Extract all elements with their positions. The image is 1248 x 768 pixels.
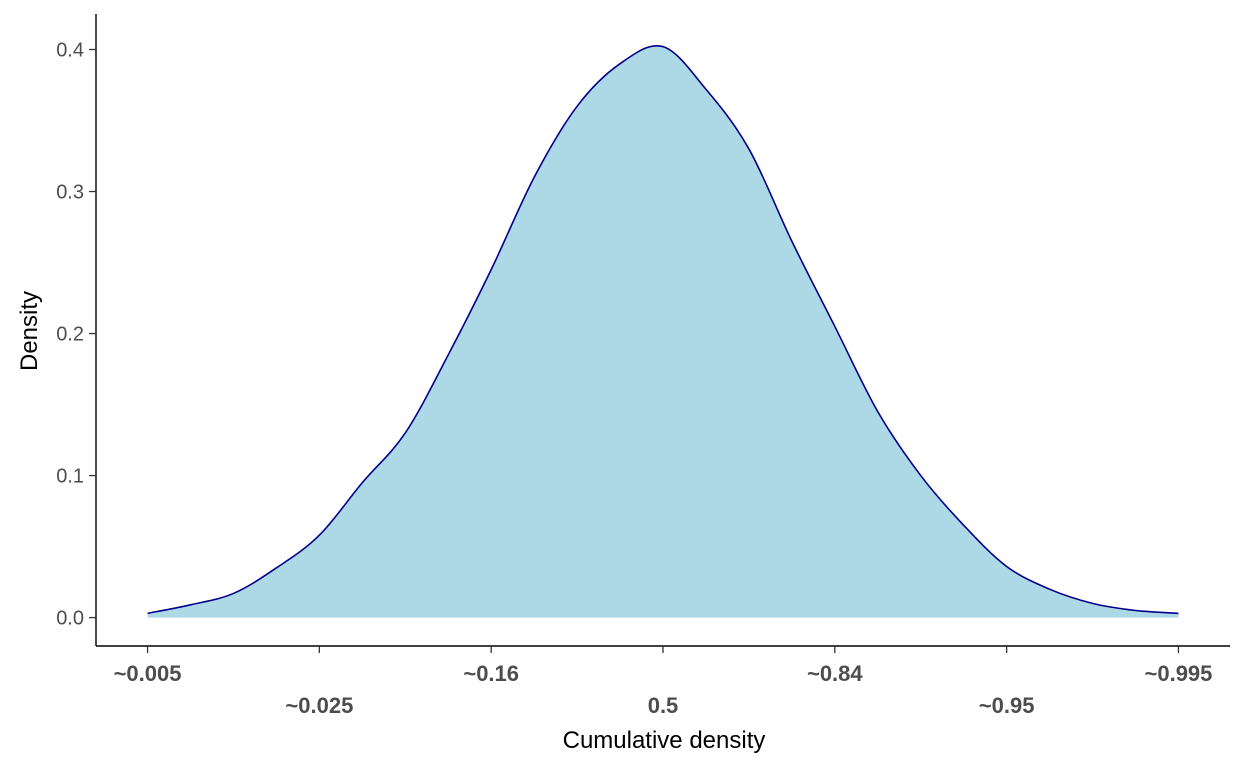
y-tick-label: 0.0 (56, 608, 84, 630)
x-tick-label: ~0.16 (463, 661, 519, 686)
x-tick-label: 0.5 (648, 693, 679, 718)
x-tick-label: ~0.025 (285, 693, 353, 718)
density-curve (147, 44, 1179, 615)
x-tick-label: ~0.84 (807, 661, 863, 686)
x-tick-label: ~0.995 (1145, 661, 1213, 686)
x-axis-title: Cumulative density (563, 727, 766, 754)
y-axis-title: Density (16, 291, 43, 371)
y-tick-label: 0.4 (56, 40, 84, 62)
y-tick-label: 0.3 (56, 182, 84, 204)
y-axis-ticks: 0.0 0.1 0.2 0.3 0.4 (56, 40, 96, 630)
y-tick-label: 0.1 (56, 466, 84, 488)
x-tick-label: ~0.95 (979, 693, 1035, 718)
y-tick-label: 0.2 (56, 324, 84, 346)
density-area (147, 45, 1179, 618)
x-tick-label: ~0.005 (114, 661, 182, 686)
x-axis-ticks: ~0.005 ~0.025 ~0.16 0.5 ~0.84 ~0.95 ~0.995 (114, 646, 1213, 718)
plot-area (147, 44, 1179, 618)
